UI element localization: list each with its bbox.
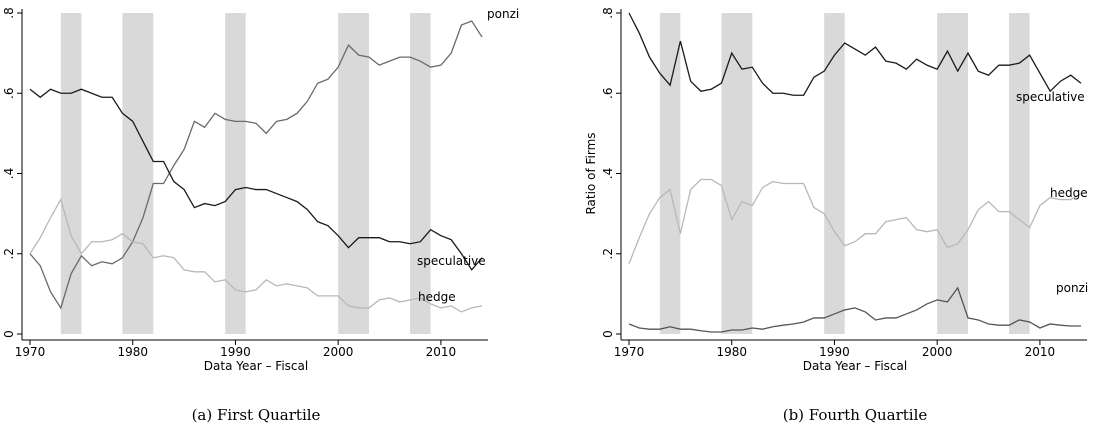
recession-band: [824, 13, 845, 334]
series-line: [29, 197, 483, 313]
recession-band: [338, 13, 369, 334]
recession-band: [410, 13, 431, 334]
x-tick-label: 2000: [922, 345, 953, 359]
recession-band: [122, 13, 154, 334]
series-label: speculative: [417, 254, 486, 268]
series-label: speculative: [1016, 90, 1085, 104]
y-tick-label: 0: [601, 330, 615, 338]
series-label: ponzi: [1056, 281, 1088, 295]
y-tick-label: .8: [601, 7, 615, 18]
x-tick-label: 2010: [1025, 345, 1056, 359]
series-line: [29, 20, 483, 310]
series-label: ponzi: [487, 7, 519, 21]
y-tick-label: .4: [2, 168, 16, 179]
y-tick-label: 0: [2, 330, 16, 338]
recession-band: [937, 13, 968, 334]
x-tick-label: 1970: [614, 345, 645, 359]
y-tick-label: .4: [601, 168, 615, 179]
x-tick-label: 1970: [15, 345, 46, 359]
y-axis-title: Ratio of Firms: [584, 132, 598, 214]
y-tick-label: .6: [601, 88, 615, 99]
series-line: [628, 286, 1081, 333]
caption: (a) First Quartile: [192, 406, 321, 424]
x-tick-label: 1990: [819, 345, 850, 359]
series-line: [29, 88, 483, 271]
y-tick-label: .2: [2, 248, 16, 259]
x-tick-label: 2010: [426, 345, 457, 359]
x-tick-label: 1990: [220, 345, 251, 359]
recession-band: [659, 13, 681, 334]
y-tick-label: .8: [2, 7, 16, 18]
recession-band: [225, 13, 246, 334]
x-axis-title: Data Year – Fiscal: [803, 359, 907, 373]
series-label: hedge: [418, 290, 456, 304]
y-tick-label: .6: [2, 88, 16, 99]
series-line: [628, 12, 1082, 96]
x-tick-label: 1980: [716, 345, 747, 359]
recession-band: [1009, 13, 1030, 334]
x-tick-label: 2000: [323, 345, 354, 359]
recession-band: [60, 13, 82, 334]
x-axis-title: Data Year – Fiscal: [204, 359, 308, 373]
series-label: hedge: [1050, 186, 1088, 200]
x-tick-label: 1980: [117, 345, 148, 359]
caption: (b) Fourth Quartile: [783, 406, 928, 424]
series-line: [628, 178, 1082, 265]
y-tick-label: .2: [601, 248, 615, 259]
